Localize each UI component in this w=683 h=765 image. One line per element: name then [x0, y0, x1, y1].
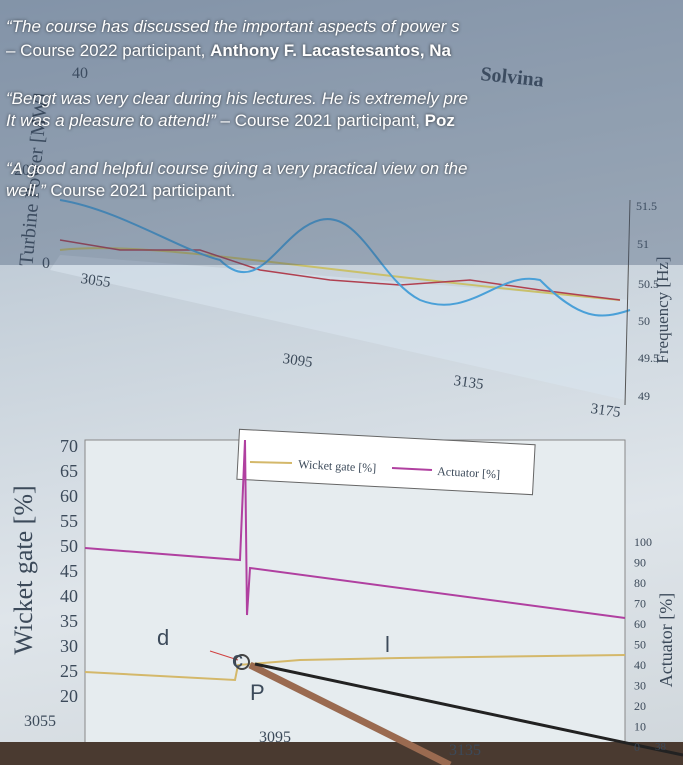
y2-tick-label: 50 — [634, 638, 646, 652]
testimonial: It was a pleasure to attend!” – Course 2… — [6, 110, 455, 132]
y-tick-label: 20 — [60, 686, 78, 706]
y2-axis-label: Frequency [Hz] — [653, 256, 672, 363]
plot-area — [50, 255, 630, 400]
y2-tick-label: 100 — [634, 535, 652, 549]
y2-tick-label: 49 — [638, 389, 650, 403]
y2-tick-label: 0 — [634, 740, 640, 754]
y-tick-label: 45 — [60, 561, 78, 581]
y2-tick-label: 10 — [634, 720, 646, 734]
y2-tick-label: 60 — [634, 617, 646, 631]
annotation: c — [232, 647, 243, 672]
y2-axis-label: Actuator [%] — [656, 593, 676, 687]
testimonial: “Bengt was very clear during his lecture… — [6, 88, 468, 110]
testimonial: “The course has discussed the important … — [6, 16, 460, 38]
testimonial: “A good and helpful course giving a very… — [6, 158, 467, 180]
legend-swatch — [250, 462, 292, 463]
annotation: l — [385, 632, 390, 657]
quote: It was a pleasure to attend!” — [6, 111, 216, 130]
quote: well.” — [6, 181, 46, 200]
testimonial: well.” Course 2021 participant. — [6, 180, 236, 202]
attribution: – Course 2021 participant, — [216, 111, 425, 130]
x-tick-label: 3055 — [80, 271, 112, 291]
y2-tick-label: 90 — [634, 556, 646, 570]
attribution: – Course 2022 participant, — [6, 41, 210, 60]
quote: “The course has discussed the important … — [6, 17, 460, 36]
x-tick-label: 3095 — [282, 351, 314, 371]
y-tick-label: 50 — [60, 536, 78, 556]
quote: “A good and helpful course giving a very… — [6, 159, 467, 178]
testimonial-overlay: “The course has discussed the important … — [0, 0, 683, 265]
x-tick-label: 3135 — [453, 373, 485, 393]
quote: “Bengt was very clear during his lecture… — [6, 89, 468, 108]
x-tick-label: 3175 — [590, 401, 622, 421]
y2-tick-label: 20 — [634, 699, 646, 713]
participant-name: Anthony F. Lacastesantos, Na — [210, 41, 451, 60]
y2-tick-label: 40 — [634, 658, 646, 672]
y-tick-label: 35 — [60, 611, 78, 631]
y-tick-label: 70 — [60, 436, 78, 456]
y-axis-label: Wicket gate [%] — [9, 485, 38, 654]
y-tick-label: 40 — [60, 586, 78, 606]
y-tick-label: 60 — [60, 486, 78, 506]
x-tick-label: 3055 — [24, 713, 56, 730]
y2-tick-label: 50 — [638, 314, 650, 328]
y2-tick-label: 80 — [634, 576, 646, 590]
y-tick-label: 30 — [60, 636, 78, 656]
participant-name: Poz — [425, 111, 455, 130]
bottom-chart — [0, 429, 683, 765]
y2-tick-label: 70 — [634, 597, 646, 611]
y-tick-label: 65 — [60, 461, 78, 481]
y-tick-label: 25 — [60, 661, 78, 681]
x-tick-label: 3135 — [449, 742, 481, 759]
attribution: Course 2021 participant. — [46, 181, 236, 200]
annotation: P — [250, 680, 265, 705]
annotation: d — [157, 625, 169, 650]
y2-tick-label: 30 — [634, 679, 646, 693]
testimonial-attribution: – Course 2022 participant, Anthony F. La… — [6, 40, 451, 62]
y-tick-label: 55 — [60, 511, 78, 531]
page-number: 38 — [655, 741, 667, 753]
screenshot: SolvinaTurbine Power [MW]402003055309531… — [0, 0, 683, 765]
bottom-frame — [0, 742, 683, 765]
x-tick-label: 3095 — [259, 729, 291, 746]
